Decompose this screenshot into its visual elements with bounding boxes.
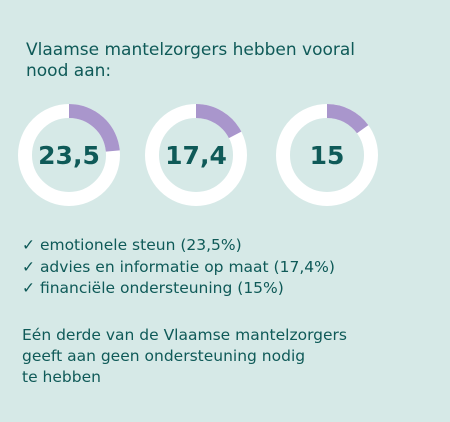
- donut-1: 23,5: [18, 104, 120, 206]
- donut-2: 17,4: [145, 104, 247, 206]
- donut-value-label: 23,5: [38, 141, 100, 170]
- page-title: Vlaamse mantelzorgers hebben vooral nood …: [26, 40, 406, 82]
- note-line-3: te hebben: [22, 368, 101, 386]
- list-item-text: advies en informatie op maat (17,4%): [39, 257, 335, 276]
- donut-value-arc: [18, 104, 120, 206]
- donut-value-arc: [145, 104, 247, 206]
- list-item: ✓ emotionele steun (23,5%): [22, 235, 335, 257]
- note-line-2: geeft aan geen ondersteuning nodig: [22, 347, 306, 365]
- footnote: Eén derde van de Vlaamse mantelzorgers ge…: [22, 325, 432, 388]
- donut-3: 15: [276, 104, 378, 206]
- list-item: ✓ advies en informatie op maat (17,4%): [22, 257, 335, 279]
- donut-value-arc: [276, 104, 378, 206]
- needs-list: ✓ emotionele steun (23,5%) ✓ advies en i…: [22, 235, 335, 300]
- title-line-1: Vlaamse mantelzorgers hebben vooral: [26, 40, 356, 60]
- check-icon: ✓: [22, 279, 35, 297]
- list-item-text: emotionele steun (23,5%): [39, 236, 242, 254]
- donut-value-label: 17,4: [165, 141, 227, 170]
- check-icon: ✓: [22, 257, 35, 276]
- list-item-text: financiële ondersteuning (15%): [39, 279, 284, 297]
- title-line-2: nood aan:: [26, 61, 112, 81]
- note-line-1: Eén derde van de Vlaamse mantelzorgers: [22, 326, 348, 344]
- list-item: ✓ financiële ondersteuning (15%): [22, 278, 335, 300]
- donut-value-label: 15: [310, 141, 345, 170]
- donut-charts: 23,5 17,4 15: [18, 104, 378, 206]
- check-icon: ✓: [22, 236, 35, 254]
